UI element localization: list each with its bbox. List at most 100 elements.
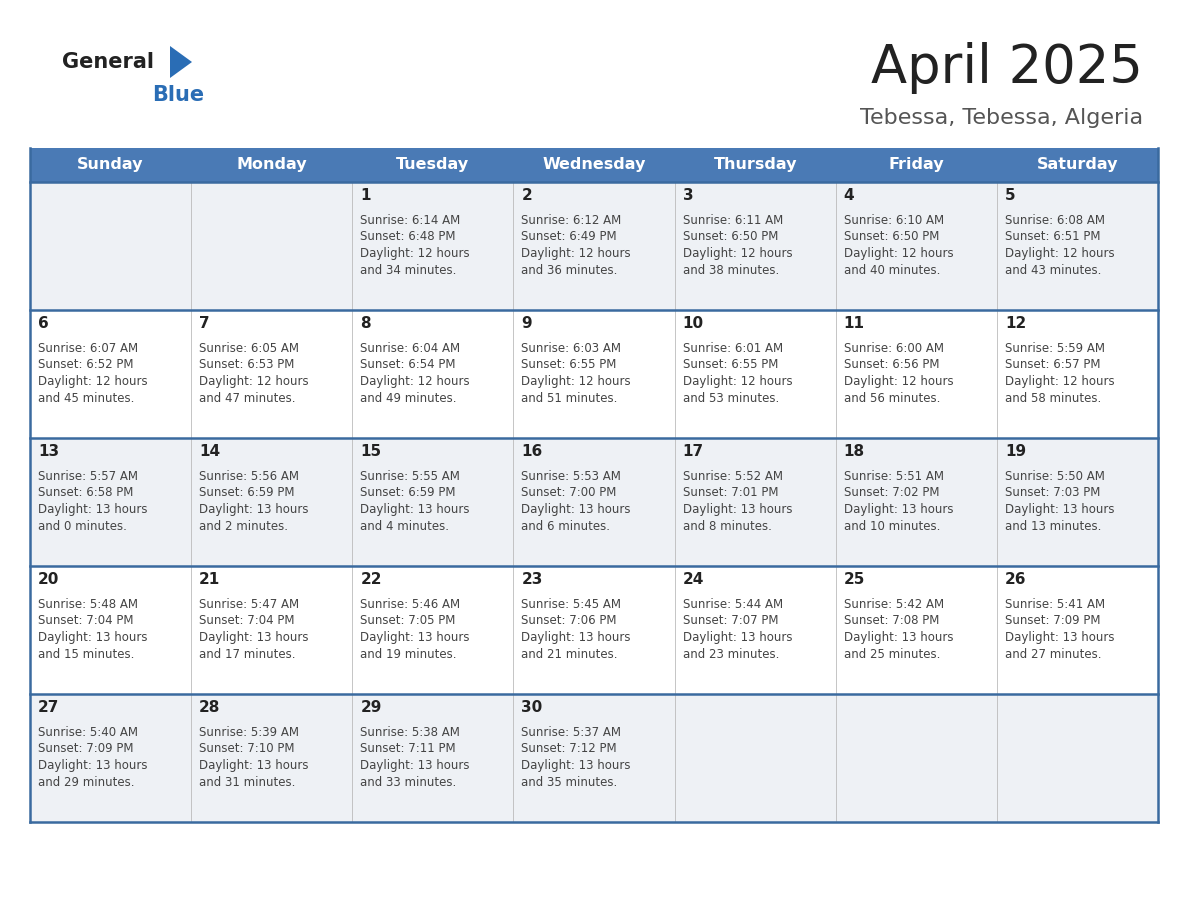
Text: 11: 11	[843, 317, 865, 331]
Text: Daylight: 13 hours: Daylight: 13 hours	[683, 503, 792, 516]
Text: Sunset: 7:03 PM: Sunset: 7:03 PM	[1005, 487, 1100, 499]
Text: Daylight: 13 hours: Daylight: 13 hours	[683, 631, 792, 644]
Text: Daylight: 12 hours: Daylight: 12 hours	[38, 375, 147, 388]
Text: Daylight: 13 hours: Daylight: 13 hours	[522, 503, 631, 516]
Text: Daylight: 12 hours: Daylight: 12 hours	[683, 247, 792, 260]
Bar	[30, 694, 1158, 822]
Text: and 21 minutes.: and 21 minutes.	[522, 647, 618, 660]
Text: and 13 minutes.: and 13 minutes.	[1005, 520, 1101, 532]
Text: Sunrise: 5:37 AM: Sunrise: 5:37 AM	[522, 726, 621, 739]
Text: Sunrise: 5:41 AM: Sunrise: 5:41 AM	[1005, 598, 1105, 611]
Text: Sunrise: 5:55 AM: Sunrise: 5:55 AM	[360, 470, 460, 483]
Text: and 31 minutes.: and 31 minutes.	[200, 776, 296, 789]
Text: Daylight: 13 hours: Daylight: 13 hours	[360, 631, 469, 644]
Text: Sunset: 7:08 PM: Sunset: 7:08 PM	[843, 614, 939, 628]
Text: Sunrise: 5:57 AM: Sunrise: 5:57 AM	[38, 470, 138, 483]
Text: Sunset: 7:11 PM: Sunset: 7:11 PM	[360, 743, 456, 756]
Text: Sunset: 6:59 PM: Sunset: 6:59 PM	[360, 487, 456, 499]
Text: and 23 minutes.: and 23 minutes.	[683, 647, 779, 660]
Text: and 35 minutes.: and 35 minutes.	[522, 776, 618, 789]
Text: Sunset: 6:55 PM: Sunset: 6:55 PM	[683, 359, 778, 372]
Bar	[30, 148, 1158, 182]
Text: Daylight: 13 hours: Daylight: 13 hours	[200, 631, 309, 644]
Text: Sunrise: 5:47 AM: Sunrise: 5:47 AM	[200, 598, 299, 611]
Text: Sunset: 6:52 PM: Sunset: 6:52 PM	[38, 359, 133, 372]
Text: and 36 minutes.: and 36 minutes.	[522, 263, 618, 276]
Text: Sunset: 7:07 PM: Sunset: 7:07 PM	[683, 614, 778, 628]
Text: 21: 21	[200, 573, 221, 588]
Bar	[30, 566, 1158, 694]
Text: Sunday: Sunday	[77, 158, 144, 173]
Text: 12: 12	[1005, 317, 1026, 331]
Text: Sunrise: 6:05 AM: Sunrise: 6:05 AM	[200, 342, 299, 355]
Text: 24: 24	[683, 573, 704, 588]
Text: Sunrise: 5:42 AM: Sunrise: 5:42 AM	[843, 598, 943, 611]
Text: 26: 26	[1005, 573, 1026, 588]
Text: Daylight: 12 hours: Daylight: 12 hours	[522, 375, 631, 388]
Text: Sunset: 6:50 PM: Sunset: 6:50 PM	[843, 230, 939, 243]
Text: Sunrise: 6:00 AM: Sunrise: 6:00 AM	[843, 342, 943, 355]
Text: 18: 18	[843, 444, 865, 460]
Text: and 19 minutes.: and 19 minutes.	[360, 647, 456, 660]
Text: and 2 minutes.: and 2 minutes.	[200, 520, 289, 532]
Text: Sunrise: 6:07 AM: Sunrise: 6:07 AM	[38, 342, 138, 355]
Text: 25: 25	[843, 573, 865, 588]
Text: Sunrise: 6:08 AM: Sunrise: 6:08 AM	[1005, 214, 1105, 227]
Text: Sunrise: 5:39 AM: Sunrise: 5:39 AM	[200, 726, 299, 739]
Text: 17: 17	[683, 444, 703, 460]
Text: 23: 23	[522, 573, 543, 588]
Text: 27: 27	[38, 700, 59, 715]
Text: Sunrise: 5:40 AM: Sunrise: 5:40 AM	[38, 726, 138, 739]
Text: Sunrise: 5:50 AM: Sunrise: 5:50 AM	[1005, 470, 1105, 483]
Text: and 17 minutes.: and 17 minutes.	[200, 647, 296, 660]
Text: Daylight: 13 hours: Daylight: 13 hours	[843, 503, 953, 516]
Text: 30: 30	[522, 700, 543, 715]
Text: Daylight: 12 hours: Daylight: 12 hours	[522, 247, 631, 260]
Text: Sunrise: 6:04 AM: Sunrise: 6:04 AM	[360, 342, 461, 355]
Text: Daylight: 13 hours: Daylight: 13 hours	[200, 503, 309, 516]
Text: Sunrise: 6:10 AM: Sunrise: 6:10 AM	[843, 214, 943, 227]
Text: 14: 14	[200, 444, 220, 460]
Text: and 10 minutes.: and 10 minutes.	[843, 520, 940, 532]
Text: and 40 minutes.: and 40 minutes.	[843, 263, 940, 276]
Text: and 29 minutes.: and 29 minutes.	[38, 776, 134, 789]
Text: Sunset: 7:09 PM: Sunset: 7:09 PM	[38, 743, 133, 756]
Text: and 27 minutes.: and 27 minutes.	[1005, 647, 1101, 660]
Text: Daylight: 13 hours: Daylight: 13 hours	[360, 759, 469, 772]
Text: 22: 22	[360, 573, 381, 588]
Text: Daylight: 12 hours: Daylight: 12 hours	[200, 375, 309, 388]
Text: Daylight: 12 hours: Daylight: 12 hours	[683, 375, 792, 388]
Text: Saturday: Saturday	[1037, 158, 1118, 173]
Text: Daylight: 13 hours: Daylight: 13 hours	[843, 631, 953, 644]
Text: Sunset: 6:48 PM: Sunset: 6:48 PM	[360, 230, 456, 243]
Text: Sunrise: 5:38 AM: Sunrise: 5:38 AM	[360, 726, 460, 739]
Text: Daylight: 13 hours: Daylight: 13 hours	[522, 631, 631, 644]
Bar	[30, 310, 1158, 438]
Text: Blue: Blue	[152, 85, 204, 105]
Text: 2: 2	[522, 188, 532, 204]
Text: and 6 minutes.: and 6 minutes.	[522, 520, 611, 532]
Text: Sunset: 6:58 PM: Sunset: 6:58 PM	[38, 487, 133, 499]
Text: Sunrise: 5:45 AM: Sunrise: 5:45 AM	[522, 598, 621, 611]
Text: and 4 minutes.: and 4 minutes.	[360, 520, 449, 532]
Text: Sunrise: 5:56 AM: Sunrise: 5:56 AM	[200, 470, 299, 483]
Text: and 53 minutes.: and 53 minutes.	[683, 391, 779, 405]
Text: Daylight: 13 hours: Daylight: 13 hours	[522, 759, 631, 772]
Text: Sunset: 6:49 PM: Sunset: 6:49 PM	[522, 230, 617, 243]
Text: General: General	[62, 52, 154, 72]
Text: Tuesday: Tuesday	[397, 158, 469, 173]
Bar	[30, 438, 1158, 566]
Text: 8: 8	[360, 317, 371, 331]
Text: Monday: Monday	[236, 158, 307, 173]
Text: Sunset: 7:06 PM: Sunset: 7:06 PM	[522, 614, 617, 628]
Bar	[30, 182, 1158, 310]
Text: Sunset: 6:53 PM: Sunset: 6:53 PM	[200, 359, 295, 372]
Text: 1: 1	[360, 188, 371, 204]
Text: 16: 16	[522, 444, 543, 460]
Text: Thursday: Thursday	[713, 158, 797, 173]
Text: Daylight: 12 hours: Daylight: 12 hours	[843, 375, 953, 388]
Text: Daylight: 13 hours: Daylight: 13 hours	[360, 503, 469, 516]
Text: April 2025: April 2025	[871, 42, 1143, 94]
Text: Sunset: 7:12 PM: Sunset: 7:12 PM	[522, 743, 617, 756]
Text: Daylight: 13 hours: Daylight: 13 hours	[1005, 503, 1114, 516]
